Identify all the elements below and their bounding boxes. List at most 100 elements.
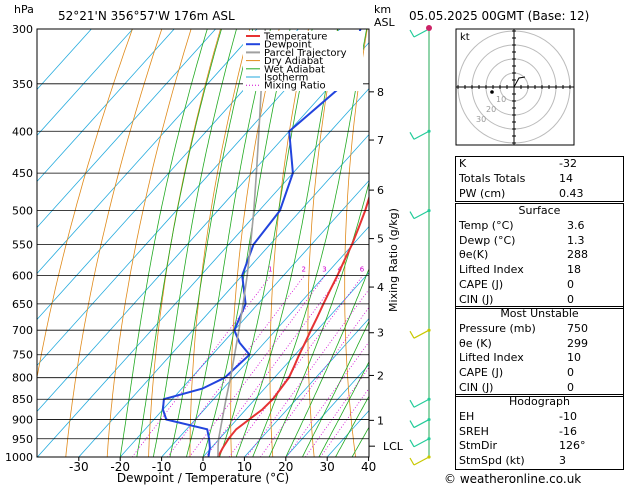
- isotherm-line: [37, 29, 258, 275]
- legend-item: Wet Adiabat: [264, 64, 325, 75]
- wind-barb-flag: [409, 420, 415, 428]
- wet-adiabat-line: [302, 320, 369, 457]
- mu-li-value: 10: [567, 351, 581, 365]
- wind-barb-flag: [409, 399, 415, 408]
- hodograph-trace: [513, 76, 526, 88]
- surface-cin-value: 0: [567, 292, 574, 306]
- wet-adiabat-line: [152, 29, 237, 457]
- hodograph-ring-label: 10: [496, 95, 506, 104]
- mixing-ratio-line: [167, 275, 305, 457]
- x-tick-label: 30: [320, 460, 335, 474]
- wind-barb: [413, 438, 430, 448]
- wind-barb: [413, 456, 430, 466]
- x-tick-label: -30: [69, 460, 89, 474]
- hodograph-unit-label: kt: [460, 32, 470, 43]
- mixing-ratio-line: [131, 275, 272, 457]
- wind-barb: [413, 130, 430, 140]
- km-tick-label: 2: [377, 369, 384, 382]
- copyright-text: © weatheronline.co.uk: [444, 472, 581, 486]
- mu-cape-value: 0: [567, 366, 574, 380]
- x-tick-label: 10: [237, 460, 252, 474]
- pressure-tick-label: 850: [12, 393, 33, 406]
- pressure-tick-label: 450: [12, 167, 33, 180]
- km-tick-label: 4: [377, 281, 384, 294]
- surface-cin-label: CIN (J): [459, 292, 494, 306]
- isotherm-line: [161, 225, 369, 457]
- sounding-curves: [161, 29, 369, 457]
- pressure-tick-label: 350: [12, 78, 33, 91]
- pressure-tick-label: 1000: [5, 451, 33, 464]
- wind-barb: [413, 419, 430, 429]
- km-tick-label: 5: [377, 233, 384, 246]
- mixing-ratio-label: 2: [302, 265, 306, 273]
- mixing-ratio-label: 3: [322, 265, 326, 273]
- wind-barb-dot: [427, 417, 431, 422]
- legend-item: Mixing Ratio: [264, 81, 326, 92]
- wet-adiabat-line: [335, 395, 369, 457]
- km-tick-label: 6: [377, 184, 384, 197]
- isotherm-line: [37, 87, 369, 457]
- wind-barb-dot: [427, 129, 431, 133]
- sreh-value: -16: [559, 424, 577, 438]
- mixing-ratio-line: [189, 275, 326, 457]
- isotherm-line: [37, 29, 299, 321]
- x-tick-label: 20: [278, 460, 293, 474]
- legend-item: Isotherm: [264, 73, 308, 84]
- wind-top-marker: [426, 25, 432, 31]
- km-tick-label: 1: [377, 414, 384, 427]
- wind-barb-flag: [409, 131, 415, 140]
- wind-barb: [413, 210, 430, 220]
- surface-temp-value: 3.6: [567, 218, 585, 232]
- x-tick-label: 40: [361, 460, 376, 474]
- x-tick-label: -20: [110, 460, 130, 474]
- pressure-tick-label: 500: [12, 205, 33, 218]
- wind-barb-dot: [427, 437, 431, 441]
- legend-background: [243, 31, 363, 91]
- pw-value: 0.43: [559, 186, 584, 200]
- isotherm-line: [37, 29, 175, 183]
- mu-li-label: Lifted Index: [459, 351, 524, 365]
- mixing-ratio-label: 15: [414, 265, 423, 273]
- lcl-label: LCL: [383, 440, 404, 453]
- asl-unit-label: ASL: [374, 16, 396, 29]
- totals-value: 14: [559, 171, 573, 185]
- mixing-ratio-label: 25: [446, 265, 455, 273]
- wind-barb-dot: [427, 328, 431, 332]
- totals-label: Totals Totals: [459, 171, 526, 185]
- isotherm-line: [78, 133, 369, 457]
- hodograph-stats-title: Hodograph: [509, 395, 570, 408]
- km-tick-label: 3: [377, 327, 384, 340]
- isotherm-line: [37, 29, 216, 229]
- axes: 3003504004505005506006507007508008509009…: [5, 23, 404, 474]
- stmdir-label: StmDir: [459, 439, 498, 453]
- isotherm-line: [37, 29, 134, 137]
- wet-adiabat-line: [318, 360, 369, 457]
- stmspd-value: 3: [559, 454, 566, 468]
- mu-cape-label: CAPE (J): [459, 366, 504, 380]
- hodograph-stats-table: Hodograph EH -10 SREH -16 StmDir 126° StmSp…: [455, 394, 624, 470]
- wind-barb-flag: [409, 29, 415, 38]
- surface-li-label: Lifted Index: [459, 263, 524, 277]
- wet-adiabat-line: [285, 267, 369, 457]
- mu-pressure-label: Pressure (mb): [459, 321, 536, 335]
- stmspd-label: StmSpd (kt): [459, 454, 525, 468]
- mu-pressure-value: 750: [567, 321, 588, 335]
- mixing-ratio-axis-label: Mixing Ratio (g/kg): [387, 208, 400, 312]
- wind-barb-dot: [427, 397, 431, 401]
- wet-adiabat-line: [136, 29, 222, 457]
- isotherm-line: [37, 29, 341, 367]
- mixing-ratio-label: 8: [376, 265, 380, 273]
- isotherm-line: [119, 179, 369, 457]
- surface-theta-label: θe(K): [459, 248, 489, 262]
- pressure-tick-label: 550: [12, 238, 33, 251]
- mu-cin-value: 0: [567, 380, 574, 394]
- most-unstable-title: Most Unstable: [500, 307, 579, 320]
- location-title: 52°21'N 356°57'W 176m ASL: [58, 9, 235, 23]
- pressure-tick-label: 950: [12, 433, 33, 446]
- surface-table: Surface Temp (°C) 3.6 Dewp (°C) 1.3 θe(K) 2…: [455, 203, 624, 309]
- mixing-ratio-label: 20: [432, 265, 441, 273]
- mixing-ratio-line: [285, 341, 369, 457]
- wind-barb-flag: [409, 330, 415, 339]
- isotherm-line: [244, 317, 369, 457]
